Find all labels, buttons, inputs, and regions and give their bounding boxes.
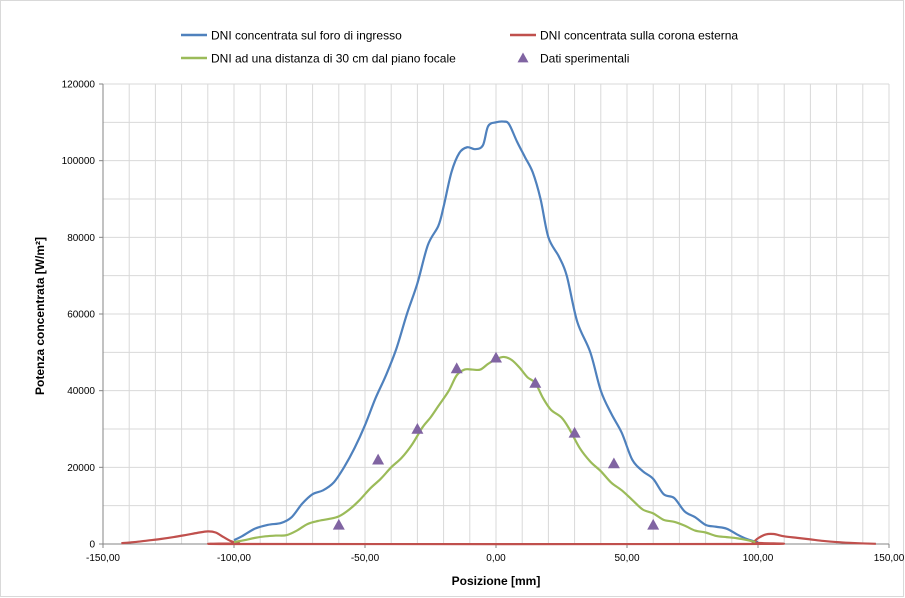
legend-item: Dati sperimentali (517, 52, 629, 66)
x-tick-label: -50,00 (351, 553, 380, 564)
legend-swatch (517, 52, 529, 63)
x-tick-label: 100,00 (743, 553, 774, 564)
series-1 (233, 120, 759, 544)
y-tick-label: 40000 (67, 386, 95, 397)
x-axis-title: Posizione [mm] (452, 574, 541, 588)
data-point (372, 453, 385, 465)
data-point (450, 362, 463, 374)
x-tick-labels: -150,00 -100,00 -50,00 0,00 50,00 100,00 150,0… (86, 553, 905, 564)
data-point (607, 457, 620, 469)
y-tick-labels: 0 20000 40000 60000 80000 100000 120000 (62, 80, 96, 551)
y-tick-label: 80000 (67, 233, 95, 244)
data-point (529, 377, 542, 388)
legend-label: DNI concentrata sulla corona esterna (540, 29, 738, 43)
grid (102, 83, 890, 545)
series-line (233, 120, 759, 544)
x-tick-label: -100,00 (217, 553, 251, 564)
y-axis-title: Potenza concentrata [W/m²] (33, 237, 47, 395)
x-tick-label: -150,00 (86, 553, 120, 564)
legend-item: DNI ad una distanza di 30 cm dal piano f… (181, 52, 456, 66)
data-point (568, 426, 581, 438)
y-tick-label: 20000 (67, 463, 95, 474)
y-tick-label: 100000 (62, 156, 96, 167)
legend-label: Dati sperimentali (540, 52, 629, 66)
series-line (121, 530, 876, 546)
x-tick-label: 0,00 (486, 553, 506, 564)
data-point (332, 518, 345, 530)
legend-label: DNI concentrata sul foro di ingresso (211, 29, 402, 43)
data-point (647, 518, 660, 530)
series-4 (332, 351, 660, 530)
legend-label: DNI ad una distanza di 30 cm dal piano f… (211, 52, 456, 66)
data-point (411, 423, 424, 434)
y-tick-label: 0 (89, 540, 95, 551)
x-tick-label: 150,00 (874, 553, 905, 564)
legend-item: DNI concentrata sul foro di ingresso (181, 29, 402, 43)
legend: DNI concentrata sul foro di ingresso DNI … (181, 29, 738, 66)
data-point (490, 351, 502, 363)
x-tick-label: 50,00 (614, 553, 639, 564)
series-2 (121, 530, 876, 546)
y-tick-label: 60000 (67, 310, 95, 321)
legend-item: DNI concentrata sulla corona esterna (510, 29, 738, 43)
series-layer (121, 120, 876, 546)
y-tick-label: 120000 (62, 80, 96, 91)
